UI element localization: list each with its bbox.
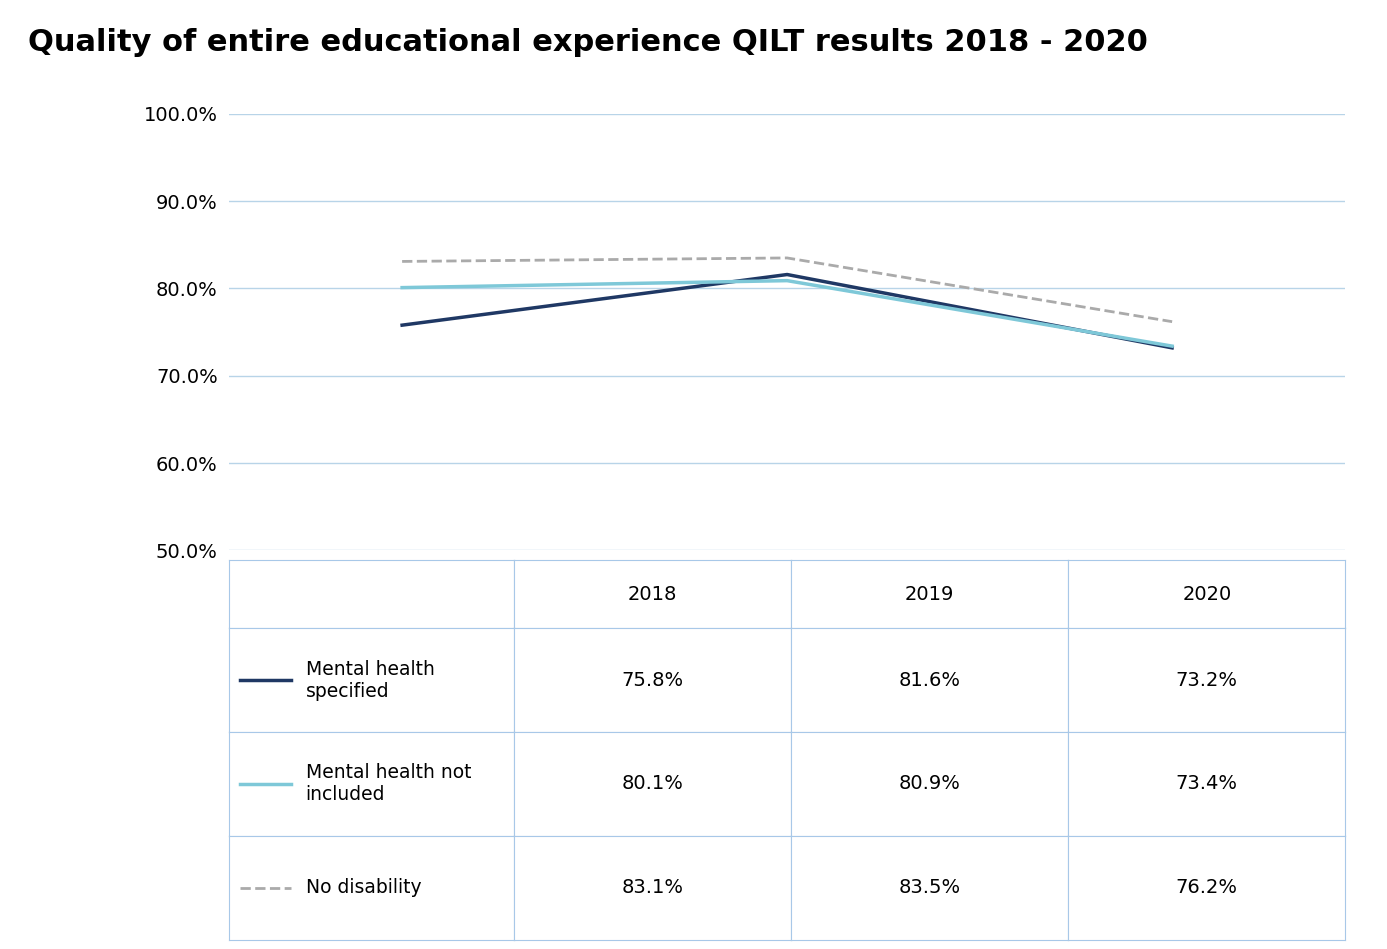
Text: 80.9%: 80.9% [899,774,960,793]
Text: 73.2%: 73.2% [1176,671,1237,690]
Text: No disability: No disability [305,878,422,897]
Text: Quality of entire educational experience QILT results 2018 - 2020: Quality of entire educational experience… [28,28,1147,58]
Text: 2018: 2018 [627,585,677,604]
Text: 75.8%: 75.8% [621,671,684,690]
Text: Mental health not
included: Mental health not included [305,763,472,805]
Text: 80.1%: 80.1% [621,774,684,793]
Text: 81.6%: 81.6% [899,671,960,690]
Text: 83.5%: 83.5% [899,878,961,897]
Text: 2019: 2019 [904,585,954,604]
Text: 83.1%: 83.1% [621,878,684,897]
Text: 2020: 2020 [1182,585,1232,604]
Text: 73.4%: 73.4% [1176,774,1237,793]
Text: 76.2%: 76.2% [1176,878,1237,897]
Text: Mental health
specified: Mental health specified [305,660,434,700]
